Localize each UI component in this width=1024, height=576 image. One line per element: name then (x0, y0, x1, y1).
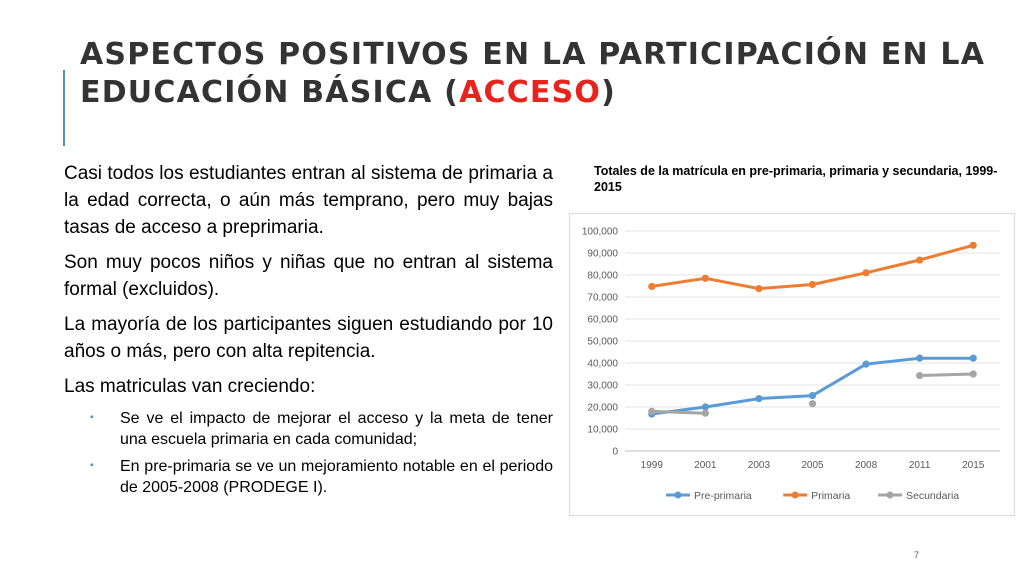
paragraph-excluded: Son muy pocos niños y niñas que no entra… (64, 252, 553, 300)
y-tick-label: 60,000 (587, 315, 618, 326)
data-point-pre-primaria (969, 354, 977, 362)
y-axis-ticks: 0 10,000 20,000 30,000 40,000 50,000 60,000 70,… (582, 227, 619, 458)
bullet-list: ▪ Se ve el impacto de mejorar el acceso y… (64, 408, 553, 498)
chart-caption: Totales de la matrícula en pre-primaria,… (594, 164, 998, 194)
x-tick-label: 2015 (962, 460, 985, 471)
slide-title: Aspectos positivos en la participación e… (80, 36, 1000, 112)
legend-label-primaria: Primaria (811, 490, 850, 502)
legend-marker-pre-primaria (674, 491, 682, 499)
square-bullet-icon: ▪ (90, 460, 94, 471)
data-point-primaria (862, 269, 870, 277)
data-point-primaria (916, 256, 924, 264)
chart-legend: Pre-primaria Primaria Secundaria (666, 490, 959, 502)
x-axis-ticks: 1999 2001 2003 2005 2008 2011 2015 (641, 460, 985, 471)
x-tick-label: 2005 (801, 460, 824, 471)
data-point-secundaria (701, 409, 709, 417)
data-point-secundaria (808, 400, 817, 408)
data-point-primaria (808, 280, 817, 289)
data-point-pre-primaria (862, 360, 870, 368)
series-line-secundaria (651, 372, 974, 415)
square-bullet-icon: ▪ (90, 412, 94, 423)
x-tick-label: 2008 (855, 460, 878, 471)
data-point-secundaria (969, 370, 977, 378)
data-point-primaria (648, 282, 656, 291)
bullet-text: Se ve el impacto de mejorar el acceso y … (120, 410, 553, 448)
data-point-pre-primaria (916, 354, 924, 362)
legend-label-secundaria: Secundaria (906, 490, 959, 502)
paragraph-repetition: La mayoría de los participantes siguen e… (64, 314, 553, 362)
y-tick-label: 10,000 (587, 425, 618, 436)
enrollment-line-chart: 0 10,000 20,000 30,000 40,000 50,000 60,000 70,… (582, 227, 1000, 502)
bullet-item: ▪ Se ve el impacto de mejorar el acceso y… (90, 408, 553, 450)
page-number: 7 (914, 550, 920, 560)
grid-lines (625, 230, 1000, 452)
paragraph-access: Casi todos los estudiantes entran al sis… (64, 163, 553, 238)
data-point-secundaria (916, 371, 924, 380)
y-tick-label: 20,000 (587, 403, 618, 414)
data-point-primaria (701, 274, 709, 282)
legend-label-pre-primaria: Pre-primaria (694, 490, 752, 502)
chart-container: 0 10,000 20,000 30,000 40,000 50,000 60,000 70,… (569, 213, 1015, 516)
y-tick-label: 50,000 (587, 337, 618, 348)
body-text: Casi todos los estudiantes entran al sis… (64, 160, 553, 504)
y-tick-label: 100,000 (582, 227, 619, 238)
legend-marker-primaria (791, 491, 799, 499)
y-tick-label: 80,000 (587, 271, 618, 282)
data-point-primaria (755, 285, 763, 293)
data-point-pre-primaria (701, 403, 709, 411)
y-tick-label: 40,000 (587, 359, 618, 370)
x-tick-label: 2011 (909, 460, 931, 471)
data-point-primaria (969, 241, 977, 249)
x-tick-label: 2003 (748, 460, 771, 471)
legend-marker-secundaria (886, 491, 894, 499)
series-group (648, 241, 977, 418)
data-point-secundaria (648, 407, 656, 415)
y-tick-label: 0 (612, 447, 618, 458)
title-text: Aspectos positivos en la participación e… (80, 37, 986, 110)
bullet-item: ▪ En pre-primaria se ve un mejoramiento n… (90, 456, 553, 498)
data-point-pre-primaria (808, 391, 817, 400)
title-highlight: acceso (459, 75, 602, 110)
paragraph-growth: Las matriculas van creciendo: (64, 376, 316, 397)
bullet-text: En pre-primaria se ve un mejoramiento no… (120, 458, 553, 496)
y-tick-label: 90,000 (587, 249, 618, 260)
x-tick-label: 1999 (641, 460, 664, 471)
data-point-pre-primaria (755, 395, 763, 403)
y-tick-label: 30,000 (587, 381, 618, 392)
x-tick-label: 2001 (694, 460, 717, 471)
accent-bar (63, 70, 65, 146)
title-suffix: ) (601, 75, 617, 110)
y-tick-label: 70,000 (587, 293, 618, 304)
